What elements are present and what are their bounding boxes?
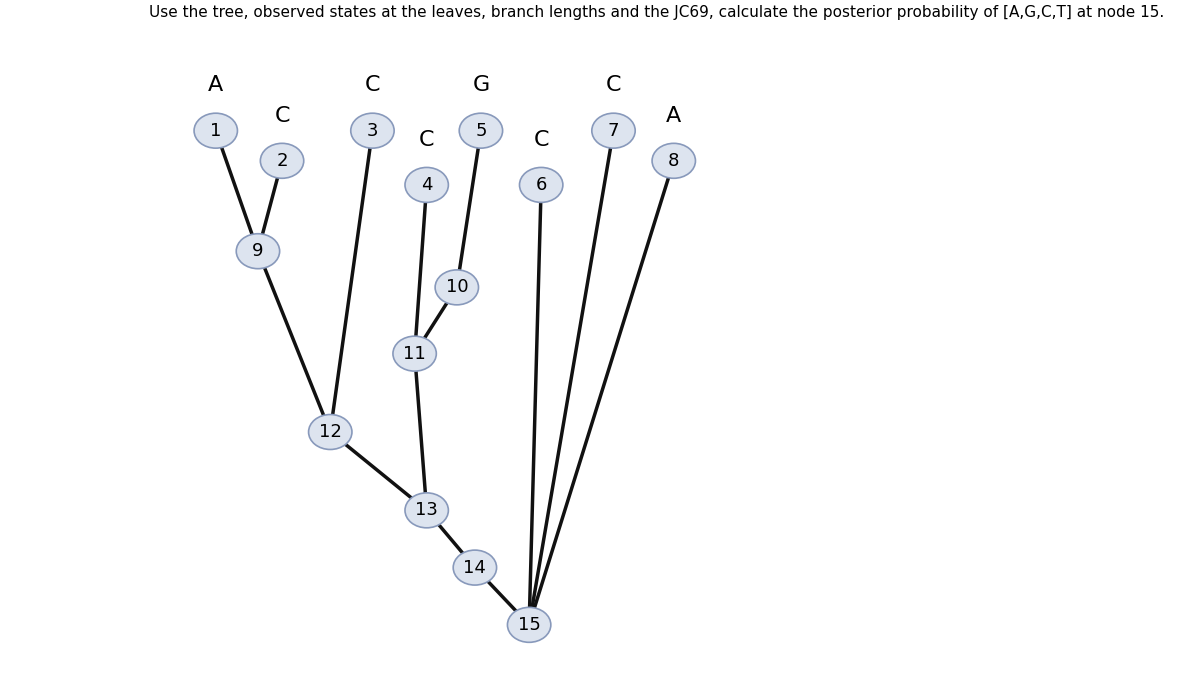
Text: 14: 14 [463, 558, 486, 577]
Text: 7: 7 [607, 122, 619, 139]
Ellipse shape [392, 336, 437, 371]
Text: 1: 1 [210, 122, 222, 139]
Text: 2: 2 [276, 152, 288, 170]
Text: 10: 10 [445, 278, 468, 296]
Ellipse shape [508, 607, 551, 643]
Text: A: A [666, 105, 682, 126]
Ellipse shape [454, 550, 497, 585]
Text: Use the tree, observed states at the leaves, branch lengths and the JC69, calcul: Use the tree, observed states at the lea… [150, 5, 1165, 20]
Ellipse shape [652, 143, 696, 178]
Ellipse shape [308, 415, 352, 449]
Ellipse shape [592, 113, 635, 148]
Ellipse shape [404, 493, 449, 528]
Text: C: C [606, 75, 622, 95]
Text: 6: 6 [535, 176, 547, 194]
Text: C: C [419, 130, 434, 150]
Text: G: G [473, 75, 490, 95]
Ellipse shape [350, 113, 394, 148]
Text: 15: 15 [517, 616, 540, 634]
Ellipse shape [520, 167, 563, 203]
Ellipse shape [194, 113, 238, 148]
Text: 13: 13 [415, 501, 438, 520]
Text: 11: 11 [403, 345, 426, 362]
Text: C: C [275, 105, 290, 126]
Ellipse shape [260, 143, 304, 178]
Text: 3: 3 [367, 122, 378, 139]
Text: 8: 8 [668, 152, 679, 170]
Text: 5: 5 [475, 122, 487, 139]
Text: 4: 4 [421, 176, 432, 194]
Text: A: A [208, 75, 223, 95]
Text: 12: 12 [319, 423, 342, 441]
Text: C: C [534, 130, 548, 150]
Ellipse shape [436, 270, 479, 305]
Text: 9: 9 [252, 242, 264, 260]
Ellipse shape [460, 113, 503, 148]
Ellipse shape [404, 167, 449, 203]
Text: C: C [365, 75, 380, 95]
Ellipse shape [236, 234, 280, 269]
